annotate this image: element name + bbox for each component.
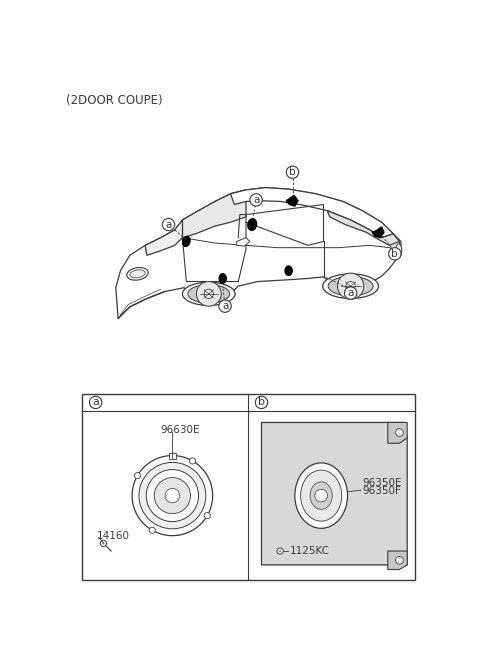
Polygon shape — [327, 211, 399, 245]
Polygon shape — [237, 237, 250, 246]
Circle shape — [132, 456, 213, 535]
Circle shape — [286, 166, 299, 178]
Text: 14160: 14160 — [97, 531, 130, 541]
Circle shape — [134, 473, 141, 479]
Circle shape — [165, 488, 180, 503]
Circle shape — [255, 396, 268, 408]
Circle shape — [139, 462, 206, 529]
Circle shape — [277, 548, 283, 554]
Ellipse shape — [218, 273, 227, 284]
Circle shape — [204, 289, 214, 299]
Circle shape — [149, 527, 156, 533]
Circle shape — [204, 513, 210, 519]
Circle shape — [337, 273, 364, 299]
Polygon shape — [388, 551, 407, 569]
Circle shape — [190, 458, 196, 464]
Polygon shape — [145, 220, 182, 255]
Ellipse shape — [182, 283, 235, 305]
Polygon shape — [116, 188, 401, 319]
Circle shape — [250, 194, 262, 206]
Text: b: b — [258, 398, 265, 408]
Text: a: a — [165, 219, 172, 229]
Polygon shape — [388, 422, 407, 444]
Ellipse shape — [127, 267, 148, 280]
Text: 1125KC: 1125KC — [289, 546, 329, 556]
Polygon shape — [230, 188, 393, 237]
Text: a: a — [253, 195, 259, 205]
Ellipse shape — [188, 285, 230, 303]
Text: a: a — [348, 288, 354, 298]
Ellipse shape — [328, 277, 373, 296]
Circle shape — [345, 287, 357, 299]
Circle shape — [154, 477, 191, 513]
Ellipse shape — [295, 463, 348, 528]
Ellipse shape — [310, 482, 332, 509]
Circle shape — [196, 281, 221, 306]
Circle shape — [396, 557, 403, 564]
Ellipse shape — [182, 236, 191, 247]
Text: b: b — [392, 249, 398, 259]
Bar — [168, 454, 176, 460]
Ellipse shape — [247, 218, 257, 231]
Text: (2DOOR COUPE): (2DOOR COUPE) — [66, 94, 163, 106]
Circle shape — [102, 542, 105, 545]
Text: a: a — [222, 301, 228, 311]
Circle shape — [396, 429, 403, 436]
Ellipse shape — [300, 470, 342, 521]
Text: 96350E: 96350E — [362, 478, 402, 488]
Circle shape — [315, 489, 327, 502]
Circle shape — [89, 396, 102, 408]
Text: 96350F: 96350F — [362, 486, 401, 496]
Polygon shape — [182, 190, 246, 237]
Circle shape — [346, 281, 355, 291]
Text: b: b — [289, 167, 296, 177]
Circle shape — [100, 540, 107, 547]
Circle shape — [219, 300, 231, 313]
Ellipse shape — [130, 270, 145, 278]
Ellipse shape — [284, 265, 293, 276]
Text: a: a — [92, 398, 99, 408]
Text: 96630E: 96630E — [160, 425, 200, 435]
Polygon shape — [286, 196, 298, 206]
Circle shape — [162, 218, 175, 231]
Ellipse shape — [323, 274, 379, 299]
Circle shape — [146, 469, 199, 521]
Bar — [82, 394, 415, 581]
Circle shape — [389, 247, 401, 260]
Circle shape — [279, 550, 281, 552]
Polygon shape — [262, 422, 407, 565]
Polygon shape — [372, 227, 384, 237]
Ellipse shape — [396, 244, 402, 257]
